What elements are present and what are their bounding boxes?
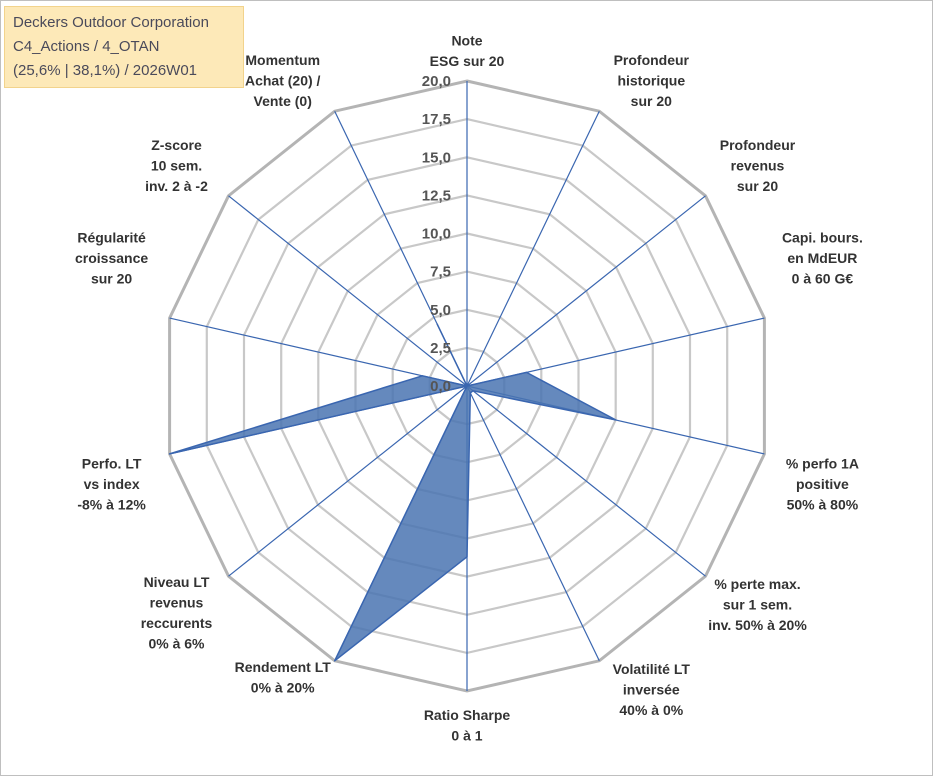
tick-label: 10,0 — [422, 226, 451, 243]
axis-label-line: Profondeur — [614, 52, 690, 68]
axis-label-line: 40% à 0% — [619, 702, 683, 718]
tick-label: 7,5 — [430, 264, 451, 281]
axis-label-line: Achat (20) / — [245, 73, 321, 89]
axis-label: Perfo. LT vs index -8% à 12% — [77, 455, 146, 512]
axis-label-line: % perfo 1A — [786, 455, 859, 471]
axis-label-line: Perfo. LT — [82, 455, 142, 471]
axis-label-line: 0 à 1 — [451, 728, 482, 744]
axis-label-line: sur 20 — [631, 93, 672, 109]
axis-label-line: Rendement LT — [235, 659, 332, 675]
axis-labels: Note ESG sur 20 Profondeur historique sur 20… — [75, 33, 863, 744]
axis-label-line: 0% à 6% — [148, 636, 205, 652]
axis-label: % perfo 1A positive 50% à 80% — [786, 455, 859, 512]
axis-label-line: Ratio Sharpe — [424, 707, 511, 723]
axis-spoke — [466, 385, 706, 577]
company-name: Deckers Outdoor Corporation — [13, 14, 209, 31]
axis-spoke — [466, 110, 600, 387]
axis-label-line: -8% à 12% — [77, 496, 146, 512]
axis-spoke — [466, 385, 600, 662]
axis-label-line: vs index — [84, 476, 140, 492]
axis-label: Profondeur historique sur 20 — [614, 52, 690, 109]
axis-label: Régularité croissance sur 20 — [75, 230, 148, 287]
axis-label-line: revenus — [150, 595, 204, 611]
axis-label-line: inv. 50% à 20% — [708, 617, 807, 633]
tick-label: 15,0 — [422, 149, 451, 166]
axis-label-line: 0% à 20% — [251, 679, 315, 695]
axis-label-line: sur 1 sem. — [723, 597, 792, 613]
axis-label-line: 50% à 80% — [787, 496, 859, 512]
axis-label: Momentum Achat (20) / Vente (0) — [245, 52, 321, 109]
axis-spoke — [169, 317, 468, 387]
axis-label-line: en MdEUR — [787, 250, 857, 266]
axis-label-line: % perte max. — [714, 576, 800, 592]
axis-label-line: croissance — [75, 250, 148, 266]
radar-series — [168, 323, 617, 662]
tick-label: 2,5 — [430, 340, 451, 357]
axis-label-line: Note — [451, 33, 482, 49]
tick-label: 0,0 — [430, 378, 451, 395]
axis-label: Volatilité LT inversée 40% à 0% — [613, 661, 691, 718]
axis-label-line: Régularité — [77, 230, 146, 246]
axis-label: Note ESG sur 20 — [430, 33, 505, 70]
axis-label-line: reccurents — [141, 615, 213, 631]
axis-label-line: historique — [617, 73, 685, 89]
axis-label-line: Profondeur — [720, 137, 796, 153]
axis-label-line: sur 20 — [737, 178, 778, 194]
axis-label: Z-score 10 sem. inv. 2 à -2 — [145, 137, 208, 194]
axis-label: Niveau LT revenus reccurents 0% à 6% — [141, 574, 213, 652]
axis-label-line: Capi. bours. — [782, 230, 863, 246]
axis-spoke — [228, 385, 468, 577]
axis-label-line: ESG sur 20 — [430, 53, 505, 69]
tick-label: 12,5 — [422, 187, 451, 204]
axis-label-line: inv. 2 à -2 — [145, 178, 208, 194]
axis-label-line: Volatilité LT — [613, 661, 691, 677]
axis-label-line: 0 à 60 G€ — [792, 271, 854, 287]
tick-label: 20,0 — [422, 73, 451, 90]
axis-label-line: Vente (0) — [254, 93, 312, 109]
axis-label-line: inversée — [623, 681, 680, 697]
axis-label: Capi. bours. en MdEUR 0 à 60 G€ — [782, 230, 863, 287]
axis-label-line: sur 20 — [91, 271, 132, 287]
axis-label-line: Z-score — [151, 137, 202, 153]
axis-label: Ratio Sharpe 0 à 1 — [424, 707, 511, 744]
stats-label: (25,6% | 38,1%) / 2026W01 — [13, 62, 197, 79]
axis-label: Rendement LT 0% à 20% — [235, 659, 332, 696]
tick-label: 5,0 — [430, 302, 451, 319]
axis-label: Profondeur revenus sur 20 — [720, 137, 796, 194]
portfolio-label: C4_Actions / 4_OTAN — [13, 38, 160, 55]
axis-spoke — [228, 195, 468, 387]
axis-label-line: positive — [796, 476, 849, 492]
info-box: Deckers Outdoor Corporation C4_Actions /… — [4, 6, 244, 88]
axis-label-line: Momentum — [245, 52, 320, 68]
tick-label: 17,5 — [422, 111, 451, 128]
axis-label-line: revenus — [731, 157, 785, 173]
radial-tick-labels: 0,0 2,5 5,0 7,5 10,0 12,5 15,0 17,5 20,0 — [422, 73, 451, 395]
series-area — [168, 323, 617, 662]
axis-label-line: Niveau LT — [144, 574, 210, 590]
axis-label: % perte max. sur 1 sem. inv. 50% à 20% — [708, 576, 807, 633]
axis-spoke — [466, 195, 706, 387]
axis-label-line: 10 sem. — [151, 157, 202, 173]
